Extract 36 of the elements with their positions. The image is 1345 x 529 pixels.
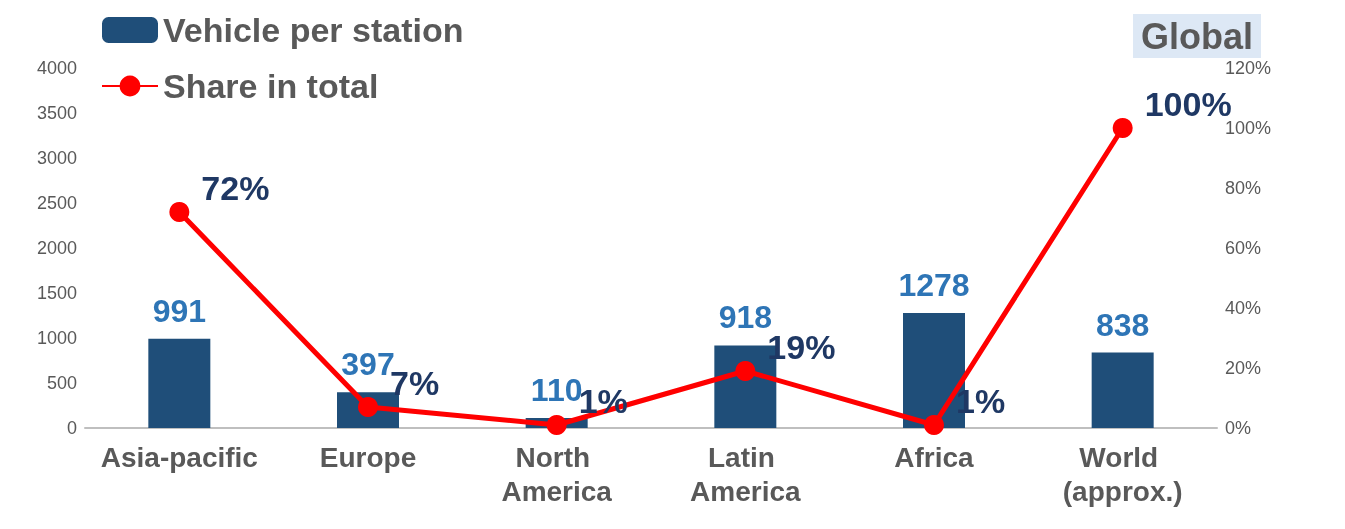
y2-tick-label: 120% <box>1225 58 1272 78</box>
y2-tick-label: 80% <box>1225 178 1262 198</box>
y2-tick-label: 40% <box>1225 298 1262 318</box>
data-label: 72% <box>201 169 270 207</box>
y2-tick-label: 0% <box>1225 418 1252 438</box>
y2-tick-label: 100% <box>1225 118 1272 138</box>
x-tick-label: Latin America <box>690 441 802 507</box>
point <box>1112 118 1133 138</box>
bar <box>148 338 211 428</box>
x-tick-label: Asia-pacific <box>100 441 258 473</box>
y2-tick-label: 60% <box>1225 238 1262 258</box>
data-label: 838 <box>1095 306 1150 343</box>
point <box>546 415 567 435</box>
x-tick-label: North America <box>501 441 613 507</box>
x-tick-label: Europe <box>319 441 417 473</box>
y-tick-label: 3500 <box>36 103 77 123</box>
x-tick-label: Africa <box>894 441 975 473</box>
y-tick-label: 500 <box>46 373 77 393</box>
y-tick-label: 4000 <box>36 58 77 78</box>
y-tick-label: 1500 <box>36 283 77 303</box>
legend-label: Vehicle per station <box>163 11 464 49</box>
data-label: 991 <box>152 292 207 329</box>
point <box>169 202 190 222</box>
legend-label: Share in total <box>163 67 379 105</box>
text: Global <box>1140 15 1254 57</box>
x-tick-label: World (approx.) <box>1062 441 1183 507</box>
point <box>735 361 756 381</box>
y2-tick-label: 20% <box>1225 358 1262 378</box>
data-label: 1278 <box>898 266 970 303</box>
point <box>924 415 944 435</box>
bar <box>1091 352 1154 428</box>
y-tick-label: 1000 <box>36 328 77 348</box>
y-tick-label: 3000 <box>36 148 77 168</box>
y-tick-label: 2000 <box>36 238 77 258</box>
y-tick-label: 2500 <box>36 193 77 213</box>
y-tick-label: 0 <box>66 418 77 438</box>
